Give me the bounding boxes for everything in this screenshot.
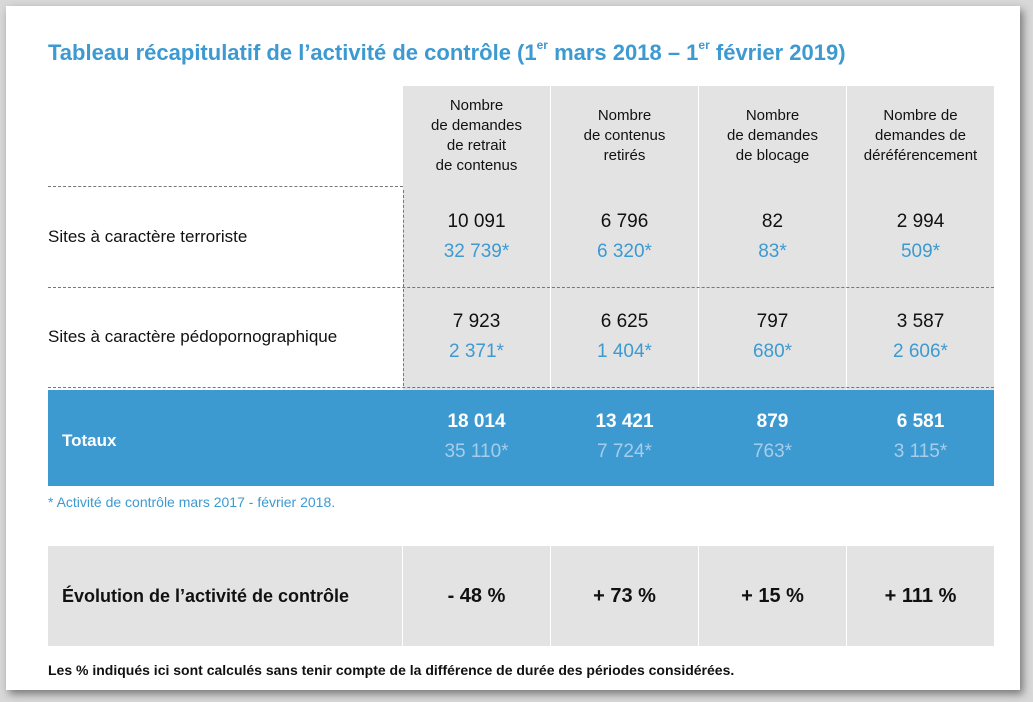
cell-total-dereferencement: 6 581 3 115* bbox=[893, 411, 948, 462]
totals-column-bg bbox=[551, 396, 698, 486]
cell-pedo-retrait: 7 923 2 371* bbox=[449, 311, 504, 362]
cell-total-retires: 13 421 7 724* bbox=[595, 411, 654, 462]
column-bg-retrait bbox=[403, 86, 550, 396]
cell-pedo-blocage: 797 680* bbox=[752, 311, 793, 362]
row-separator bbox=[48, 387, 994, 388]
totals-label-cell bbox=[48, 396, 402, 486]
evolution-blocage: + 15 % bbox=[741, 584, 804, 607]
totals-column-bg bbox=[699, 396, 846, 486]
column-bg-blocage bbox=[699, 86, 846, 396]
evolution-cell-bg bbox=[403, 546, 550, 646]
evolution-dereferencement: + 111 % bbox=[884, 584, 957, 607]
evolution-retires: + 73 % bbox=[593, 584, 656, 607]
cell-total-blocage: 879 763* bbox=[752, 411, 793, 462]
cell-terroriste-blocage: 82 83* bbox=[758, 211, 787, 262]
column-bg-dereferencement bbox=[847, 86, 994, 396]
totals-column-bg bbox=[847, 396, 994, 486]
page: Tableau récapitulatif de l’activité de c… bbox=[6, 6, 1020, 690]
evolution-label: Évolution de l’activité de contrôle bbox=[62, 585, 350, 606]
percentage-footnote: Les % indiqués ici sont calculés sans te… bbox=[48, 662, 735, 678]
row-separator bbox=[48, 287, 994, 288]
cell-terroriste-retires: 6 796 6 320* bbox=[597, 211, 652, 262]
column-header-retrait: Nombre de demandes de retrait de contenus bbox=[431, 97, 522, 174]
cell-pedo-dereferencement: 3 587 2 606* bbox=[893, 311, 948, 362]
column-bg-retires bbox=[551, 86, 698, 396]
cell-total-retrait: 18 014 35 110* bbox=[444, 411, 509, 462]
totals-label: Totaux bbox=[62, 431, 117, 450]
cell-terroriste-retrait: 10 091 32 739* bbox=[443, 211, 510, 262]
cell-terroriste-dereferencement: 2 994 509* bbox=[896, 211, 945, 262]
evolution-cell-bg bbox=[699, 546, 846, 646]
previous-period-note: * Activité de contrôle mars 2017 - févri… bbox=[48, 494, 336, 510]
evolution-retrait: - 48 % bbox=[447, 584, 506, 607]
row-label-pedopornographique: Sites à caractère pédopornographique bbox=[48, 327, 338, 346]
column-header-retires: Nombre de contenus retirés bbox=[583, 107, 666, 164]
totals-column-bg bbox=[403, 396, 550, 486]
column-separator bbox=[403, 190, 404, 386]
row-separator bbox=[48, 186, 403, 187]
column-header-blocage: Nombre de demandes de blocage bbox=[727, 107, 818, 164]
evolution-cell-bg bbox=[551, 546, 698, 646]
row-label-terroriste: Sites à caractère terroriste bbox=[48, 227, 248, 246]
evolution-cell-bg bbox=[847, 546, 994, 646]
table-title: Tableau récapitulatif de l’activité de c… bbox=[48, 38, 846, 65]
column-header-dereferencement: Nombre de demandes de déréférencement bbox=[863, 107, 978, 164]
cell-pedo-retires: 6 625 1 404* bbox=[597, 311, 652, 362]
evolution-band bbox=[48, 546, 402, 646]
